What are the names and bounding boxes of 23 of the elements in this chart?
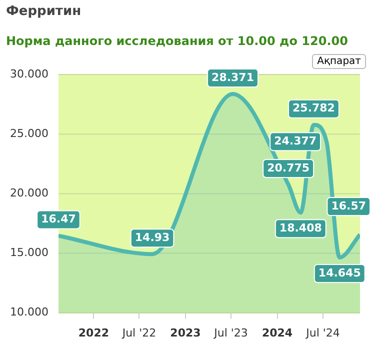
chart-title: Ферритин	[6, 4, 82, 19]
x-tick-label: 2024	[262, 326, 293, 340]
data-label: 16.47	[41, 212, 76, 226]
y-tick-label: 15.000	[10, 246, 48, 260]
y-tick-label: 20.000	[10, 186, 48, 200]
data-label: 24.377	[274, 134, 317, 148]
y-tick-label: 25.000	[10, 127, 48, 140]
text: Ақпарат	[312, 54, 366, 69]
data-label: 14.93	[134, 230, 170, 244]
data-label: 28.371	[212, 70, 254, 84]
data-label: 14.645	[318, 266, 361, 280]
data-label: 16.57	[331, 199, 366, 212]
x-tick-label: Jul '24	[305, 326, 340, 340]
y-tick-label: 30.000	[10, 67, 48, 80]
data-label: 18.408	[279, 222, 322, 235]
x-tick-label: Jul '23	[213, 326, 248, 340]
data-label: 25.782	[292, 102, 335, 115]
y-tick-label: 10.000	[10, 306, 48, 319]
data-label: 20.775	[267, 161, 310, 174]
x-tick-label: Jul '22	[121, 326, 156, 340]
x-tick-label: 2023	[170, 326, 201, 340]
chart-subtitle: Норма данного исследования от 10.00 до 120.00	[6, 34, 348, 48]
x-tick-label: 2022	[78, 326, 110, 340]
